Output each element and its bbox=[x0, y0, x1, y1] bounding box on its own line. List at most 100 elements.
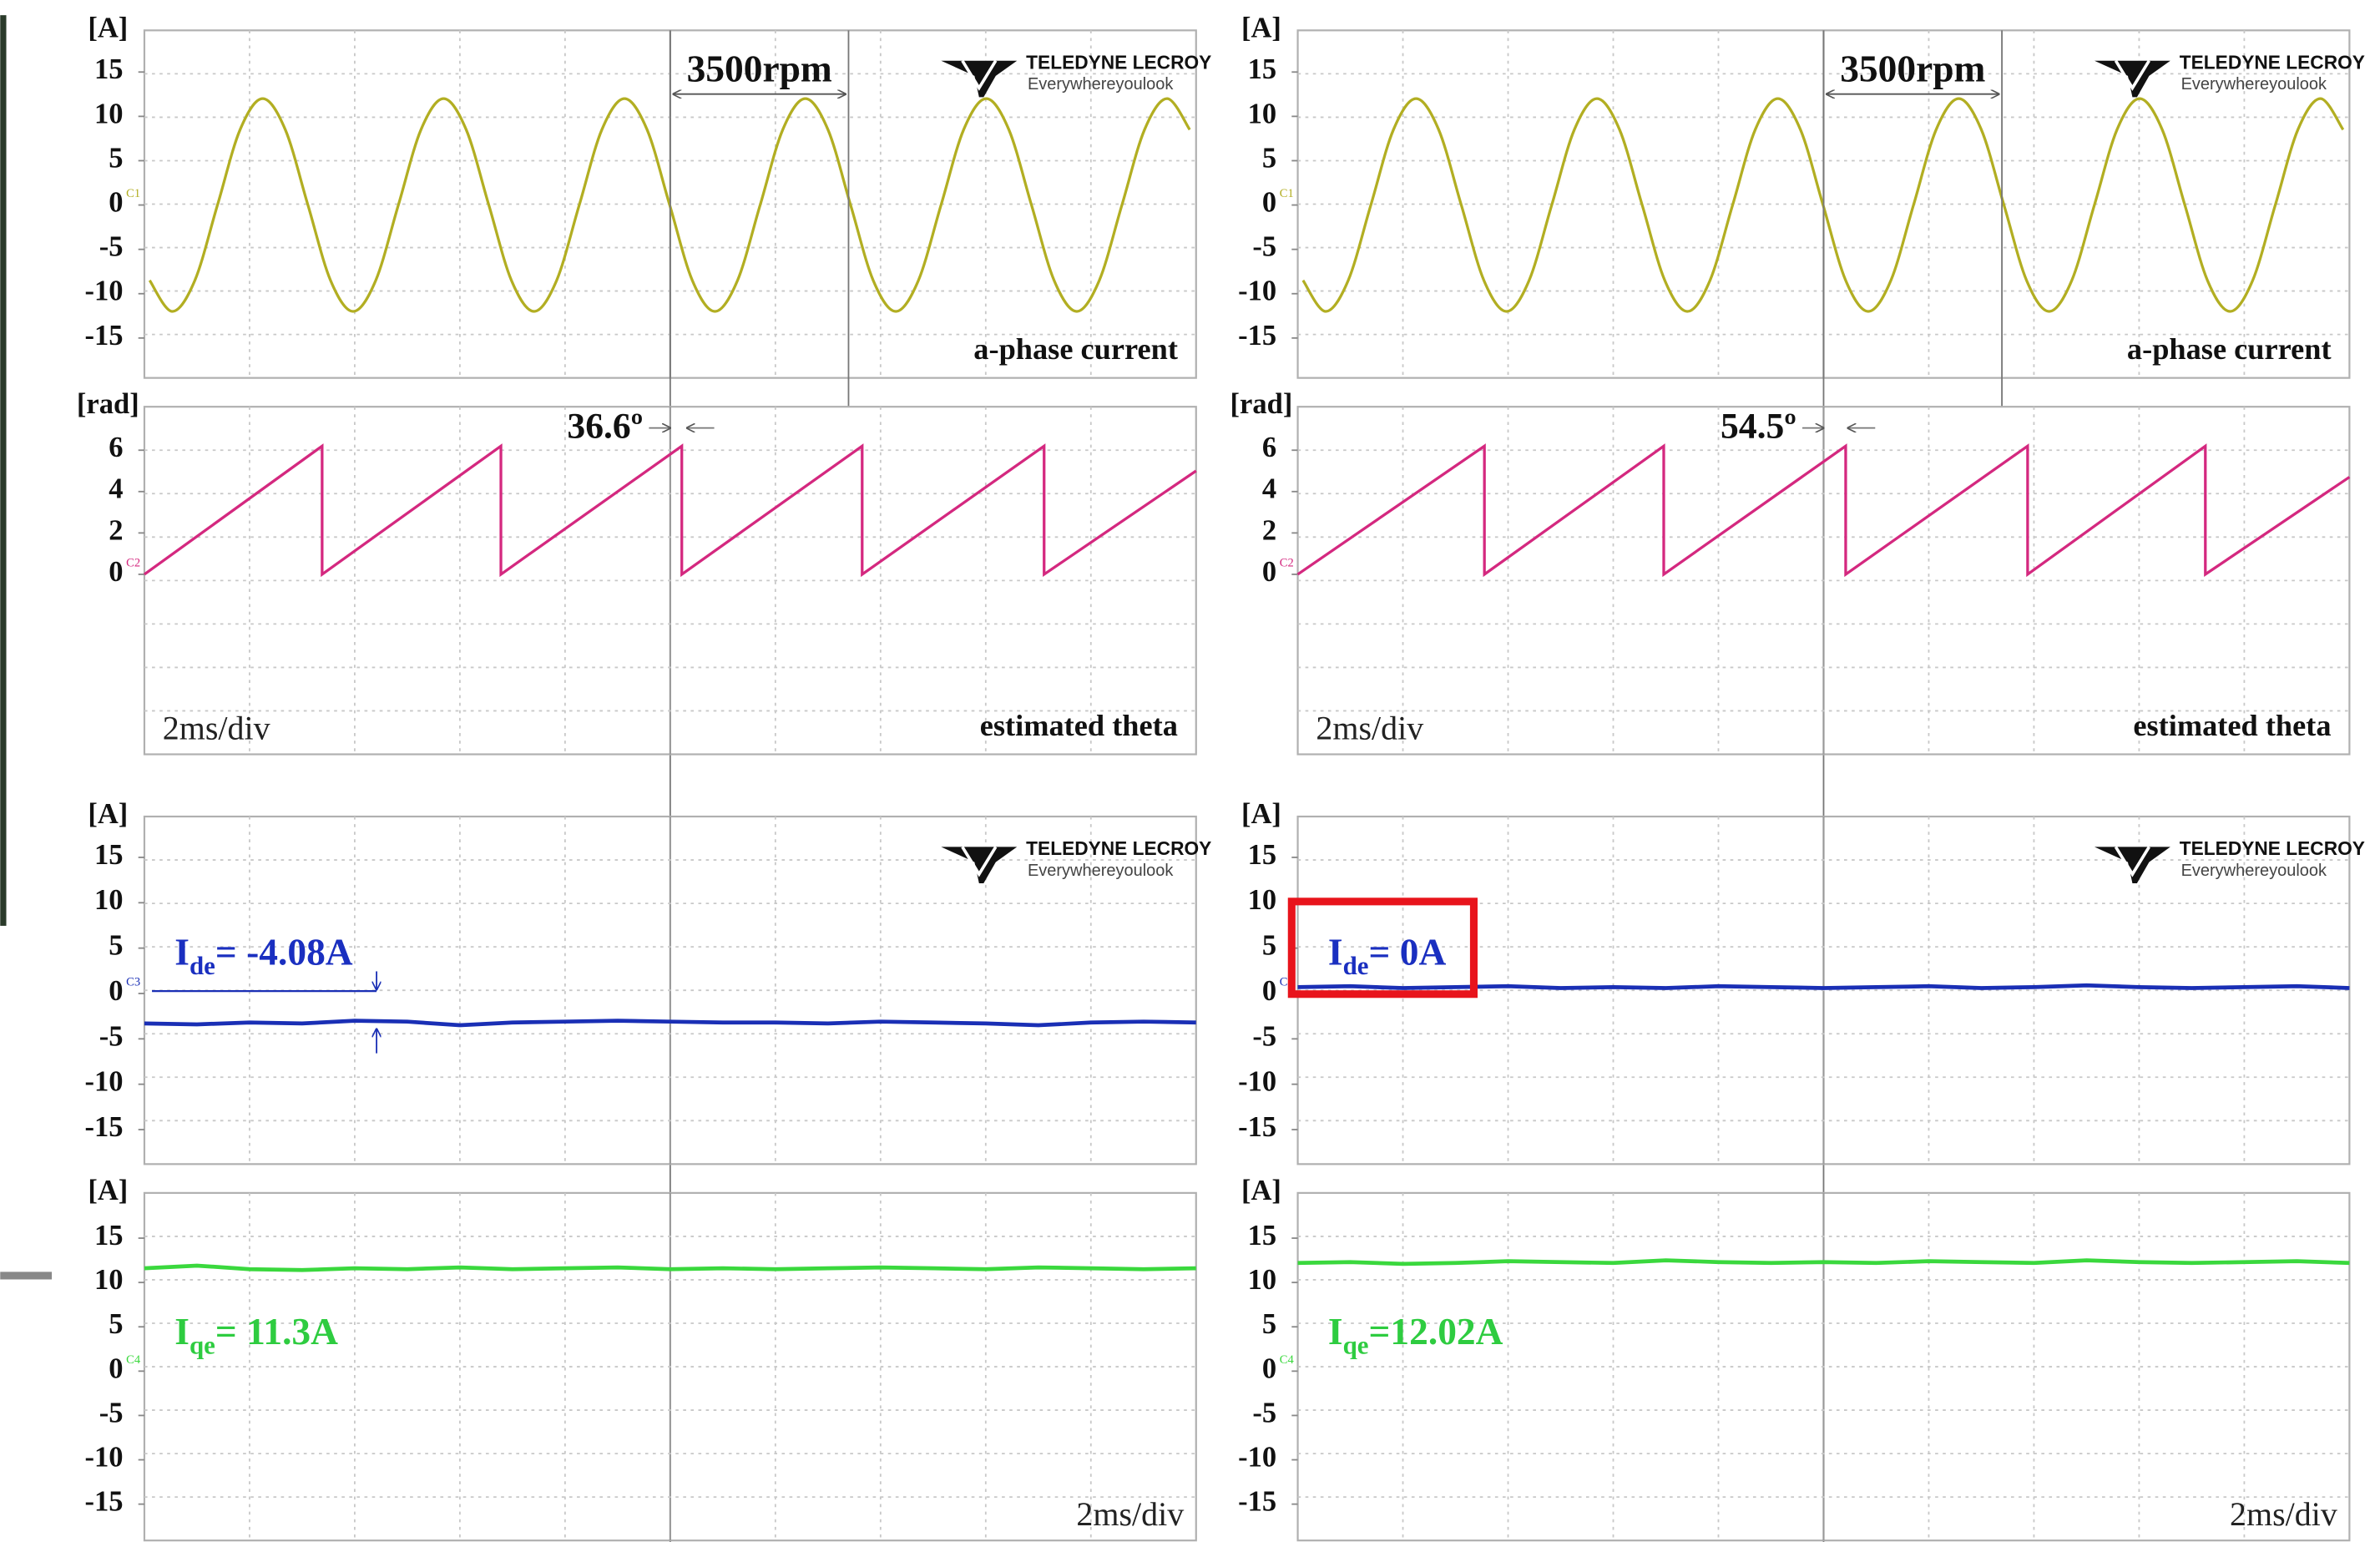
logo-tagline: Everywhereyoulook bbox=[2181, 75, 2327, 94]
y-tick-label: 0 bbox=[1262, 975, 1276, 1007]
channel-label: C2 bbox=[126, 557, 140, 570]
annotation-main: I bbox=[1328, 1311, 1343, 1352]
y-tick-label: 15 bbox=[94, 839, 124, 871]
y-tick-label: 5 bbox=[109, 1308, 123, 1340]
y-tick-label: 10 bbox=[94, 98, 124, 129]
y-axis-unit: [A] bbox=[1241, 798, 1281, 830]
logo: TELEDYNE LECROY Everywhereyoulook bbox=[941, 51, 1211, 98]
annotation-suffix: = 11.3A bbox=[215, 1311, 338, 1352]
y-tick-label: 10 bbox=[1248, 1264, 1277, 1296]
y-tick-label: 0 bbox=[1262, 1352, 1276, 1384]
y-tick-label: 10 bbox=[1248, 884, 1277, 916]
trace-label: estimated theta bbox=[980, 709, 1178, 742]
annotation: Iqe= 11.3A bbox=[174, 1311, 338, 1359]
logo-tagline: Everywhereyoulook bbox=[2181, 862, 2327, 880]
y-axis-unit: [A] bbox=[1241, 12, 1281, 43]
logo-brand: TELEDYNE LECROY bbox=[1026, 51, 1211, 73]
y-axis-unit: [A] bbox=[88, 1175, 128, 1206]
y-tick-label: 15 bbox=[94, 1220, 124, 1251]
annotation: Iqe=12.02A bbox=[1328, 1311, 1503, 1359]
y-tick-label: -10 bbox=[1238, 1441, 1276, 1473]
logo-mark bbox=[961, 59, 998, 91]
highlight-box bbox=[1287, 897, 1478, 999]
time-scale: 2ms/div bbox=[1076, 1495, 1184, 1533]
trace bbox=[144, 443, 1197, 578]
annotation-main: I bbox=[1328, 932, 1343, 973]
y-tick-label: -5 bbox=[1252, 231, 1276, 263]
y-tick-label: -5 bbox=[1252, 1020, 1276, 1052]
annotation-subscript: qe bbox=[1343, 1330, 1369, 1359]
cropped-edge bbox=[0, 1272, 53, 1280]
y-tick-label: -5 bbox=[99, 1020, 124, 1052]
annotation-suffix: =12.02A bbox=[1369, 1311, 1503, 1352]
logo: TELEDYNE LECROY Everywhereyoulook bbox=[2094, 51, 2365, 98]
time-scale: 2ms/div bbox=[1316, 709, 1423, 746]
annotation-suffix: = -4.08A bbox=[215, 932, 353, 973]
channel-label: C4 bbox=[1280, 1353, 1295, 1367]
y-tick-label: 6 bbox=[1262, 432, 1276, 463]
logo-mark bbox=[961, 846, 998, 877]
annotation: Ide= 0A bbox=[1328, 932, 1447, 980]
y-tick-label: 10 bbox=[1248, 98, 1277, 129]
y-tick-label: 5 bbox=[1262, 930, 1276, 962]
channel-label: C3 bbox=[126, 976, 140, 989]
logo-mark bbox=[941, 847, 1018, 884]
cropped-edge bbox=[0, 15, 7, 926]
y-tick-label: 0 bbox=[109, 186, 123, 218]
y-tick-label: 4 bbox=[109, 473, 123, 505]
logo-tagline: Everywhereyoulook bbox=[1028, 862, 1174, 880]
y-tick-label: 5 bbox=[1262, 142, 1276, 174]
y-tick-label: 15 bbox=[1248, 53, 1277, 85]
logo-tagline: Everywhereyoulook bbox=[1028, 75, 1174, 94]
trace-label: a-phase current bbox=[2127, 332, 2332, 366]
y-tick-label: -5 bbox=[99, 231, 124, 263]
y-tick-label: -10 bbox=[1238, 276, 1276, 307]
y-tick-label: -10 bbox=[84, 276, 123, 307]
y-tick-label: 5 bbox=[109, 930, 123, 962]
y-tick-label: 4 bbox=[1262, 473, 1276, 505]
y-tick-label: 0 bbox=[1262, 556, 1276, 588]
speed-label: 3500rpm bbox=[1840, 48, 1985, 90]
y-tick-label: 2 bbox=[109, 514, 123, 546]
y-tick-label: -15 bbox=[1238, 320, 1276, 351]
y-tick-label: 0 bbox=[109, 556, 123, 588]
y-tick-label: 15 bbox=[1248, 839, 1277, 871]
y-tick-label: 0 bbox=[1262, 186, 1276, 218]
y-axis-unit: [rad] bbox=[1230, 388, 1293, 420]
annotation-main: I bbox=[174, 1311, 189, 1352]
logo-mark bbox=[2094, 847, 2170, 884]
logo: TELEDYNE LECROY Everywhereyoulook bbox=[941, 837, 1211, 884]
time-scale: 2ms/div bbox=[163, 709, 270, 746]
y-tick-label: 10 bbox=[94, 1264, 124, 1296]
y-axis-unit: [rad] bbox=[77, 388, 139, 420]
y-axis-unit: [A] bbox=[88, 12, 128, 43]
y-tick-label: -5 bbox=[1252, 1397, 1276, 1428]
y-tick-label: -10 bbox=[1238, 1066, 1276, 1098]
annotation: Ide= -4.08A bbox=[174, 932, 352, 980]
y-axis-unit: [A] bbox=[1241, 1175, 1281, 1206]
y-tick-label: 0 bbox=[109, 975, 123, 1007]
y-tick-label: 2 bbox=[1262, 514, 1276, 546]
y-tick-label: -5 bbox=[99, 1397, 124, 1428]
trace bbox=[1297, 1258, 2350, 1266]
y-tick-label: -10 bbox=[84, 1441, 123, 1473]
logo-brand: TELEDYNE LECROY bbox=[2180, 837, 2365, 859]
logo-mark bbox=[2114, 59, 2150, 91]
logo-mark bbox=[941, 60, 1018, 98]
trace bbox=[1296, 443, 2351, 578]
logo: TELEDYNE LECROY Everywhereyoulook bbox=[2094, 837, 2365, 884]
trace bbox=[144, 1263, 1196, 1272]
y-tick-label: 6 bbox=[109, 432, 123, 463]
y-tick-label: -10 bbox=[84, 1066, 123, 1098]
y-axis-unit: [A] bbox=[88, 798, 128, 830]
y-tick-label: -15 bbox=[84, 320, 123, 351]
annotation-subscript: de bbox=[189, 951, 215, 980]
y-tick-label: 15 bbox=[1248, 1220, 1277, 1251]
annotation-subscript: qe bbox=[189, 1330, 215, 1359]
logo-mark bbox=[2114, 846, 2150, 877]
annotation-subscript: de bbox=[1343, 951, 1369, 980]
phase-label: 36.6º bbox=[567, 406, 643, 446]
annotation-main: I bbox=[174, 932, 189, 973]
